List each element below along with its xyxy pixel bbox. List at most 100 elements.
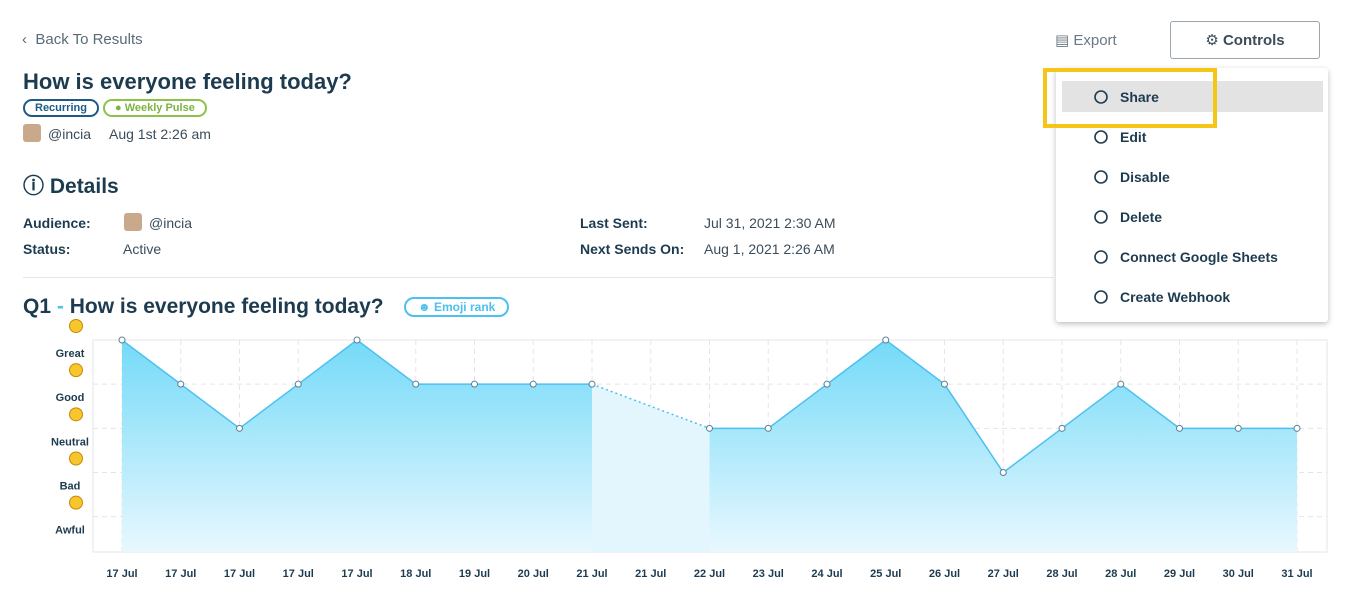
point [1176,424,1183,432]
menu-text[interactable]: Connect Google Sheets [1120,249,1278,265]
label: Next Sends On: [580,241,685,257]
y-tick-label: Bad [60,481,81,493]
y-tick-label: Awful [55,525,85,537]
point [236,424,243,432]
menu-text[interactable]: Share [1120,89,1159,105]
x-tick-label: 19 Jul [459,568,490,580]
point [588,380,596,388]
x-tick-label: 21 Jul [635,568,666,580]
y-tick-label: Neutral [51,436,89,448]
point [706,424,713,432]
details-text: Details [49,175,119,198]
menu-icon [1094,170,1108,184]
point [1293,424,1301,432]
label: Audience: [23,215,91,231]
menu-item[interactable]: Edit [1064,122,1320,152]
point [353,336,361,344]
y-tick-label: Good [56,392,85,404]
gap-connector [591,383,710,430]
page-title: How is everyone feeling today? [23,69,352,94]
export-button[interactable]: ▤ Export [1055,32,1117,49]
x-tick-label: 28 Jul [1046,568,1077,580]
point [529,380,537,388]
x-tick-label: 28 Jul [1105,568,1136,580]
menu-icon [1094,290,1108,304]
point [177,380,185,388]
value: Jul 31, 2021 2:30 AM [704,215,836,231]
tag-text: Weekly Pulse [124,102,195,114]
emoji-icon [69,451,83,466]
area [709,340,1297,552]
emoji-icon [69,407,83,422]
menu-item[interactable]: Delete [1064,202,1320,232]
point [1234,424,1242,432]
back-link[interactable]: ‹ Back To Results [22,31,143,48]
author: @incia [48,126,92,142]
point [1117,380,1125,388]
question-heading: Q1 - How is everyone feeling today? [23,295,384,318]
menu-item[interactable]: Share [1064,82,1320,112]
menu-icon [1094,130,1108,144]
menu-text[interactable]: Disable [1120,169,1170,185]
menu-text[interactable]: Delete [1120,209,1163,225]
details-heading: ⓘ Details [23,175,119,198]
point [764,424,772,432]
q-text: How is everyone feeling today? [69,295,384,318]
menu-text[interactable]: Create Webhook [1120,289,1231,305]
value: Active [123,241,162,257]
menu-icon [1094,90,1108,104]
area [122,340,592,552]
point [882,336,890,344]
x-tick-label: 22 Jul [694,568,725,580]
x-tick-label: 17 Jul [106,568,137,580]
x-tick-label: 23 Jul [753,568,784,580]
point [823,380,831,388]
x-tick-label: 17 Jul [165,568,196,580]
point [1058,424,1066,432]
controls-text[interactable]: Controls [1222,31,1285,49]
menu-highlight [1062,81,1323,112]
x-tick-label: 17 Jul [341,568,372,580]
x-tick-label: 26 Jul [929,568,960,580]
x-tick-label: 29 Jul [1164,568,1195,580]
point [294,380,302,388]
y-tick-label: Great [56,348,85,360]
x-tick-label: 25 Jul [870,568,901,580]
value: @incia [149,215,193,231]
menu-item[interactable]: Create Webhook [1064,282,1320,312]
emoji-icon [69,363,83,378]
q-number: Q1 [23,295,52,318]
date: Aug 1st 2:26 am [109,126,211,142]
menu-item[interactable]: Connect Google Sheets [1064,242,1320,272]
badge: ☻ Emoji rank [404,297,510,317]
emoji-icon [69,319,83,333]
value: Aug 1, 2021 2:26 AM [704,241,835,257]
label: Status: [23,241,71,257]
point [118,336,126,344]
point [941,380,948,388]
x-tick-label: 30 Jul [1223,568,1254,580]
point [471,380,478,388]
back-text[interactable]: Back To Results [35,31,143,48]
x-tick-label: 17 Jul [283,568,314,580]
point [412,380,420,388]
x-tick-label: 20 Jul [518,568,549,580]
emoji-icon [69,495,83,510]
x-tick-label: 31 Jul [1281,568,1312,580]
export-text[interactable]: Export [1073,32,1117,49]
divider [23,277,1053,278]
tag: ● Weekly Pulse [103,99,207,117]
x-tick-label: 27 Jul [988,568,1019,580]
label: Last Sent: [580,215,648,231]
menu-icon [1094,250,1108,264]
gap-fill [592,384,710,552]
menu-icon [1094,210,1108,224]
avatar [124,213,142,231]
x-tick-label: 24 Jul [811,568,842,580]
menu-text[interactable]: Edit [1120,129,1147,145]
avatar [23,124,41,142]
menu-item[interactable]: Disable [1064,162,1320,192]
controls-button[interactable]: ⚙ Controls [1170,21,1320,59]
